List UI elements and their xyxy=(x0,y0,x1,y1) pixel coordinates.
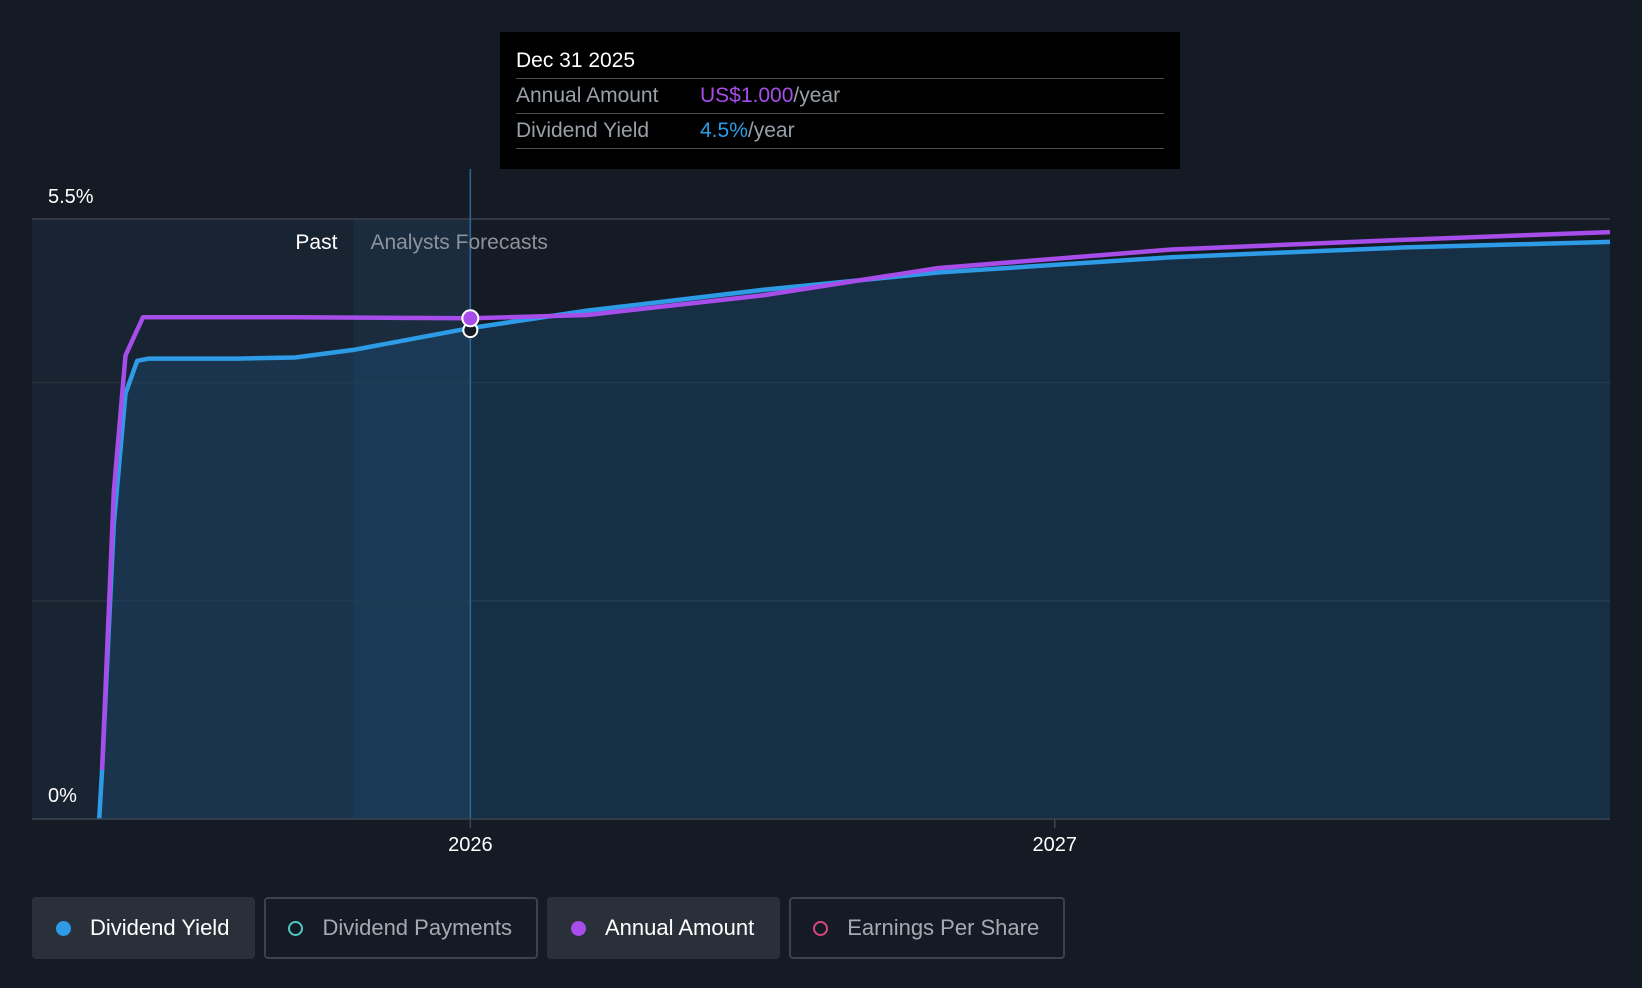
legend-dot-icon xyxy=(570,920,586,936)
annual-amount-marker[interactable] xyxy=(461,309,480,328)
legend-dividend-payments-button[interactable]: Dividend Payments xyxy=(264,897,538,959)
dividend-yield-line xyxy=(96,239,1611,820)
past-label: Past xyxy=(295,231,337,254)
legend-earnings-per-share-button[interactable]: Earnings Per Share xyxy=(789,897,1066,959)
legend-dividend-yield-button[interactable]: Dividend Yield xyxy=(32,897,256,959)
tooltip-unit: /year xyxy=(747,119,795,142)
tooltip-row-annual-amount: Annual Amount US$1.000 /year xyxy=(516,78,1164,113)
dividend-yield-area xyxy=(99,241,1611,819)
legend-label: Annual Amount xyxy=(604,915,755,940)
tooltip-label: Annual Amount xyxy=(516,84,659,107)
legend-label: Dividend Yield xyxy=(90,915,230,940)
y-axis-max-label: 5.5% xyxy=(48,186,94,208)
x-tick-label: 2027 xyxy=(1033,834,1078,856)
tooltip-value: 4.5% xyxy=(700,119,748,142)
x-tick-label: 2026 xyxy=(448,834,493,856)
legend-label: Dividend Payments xyxy=(322,915,512,940)
legend-annual-amount-button[interactable]: Annual Amount xyxy=(546,897,781,959)
y-axis-min-label: 0% xyxy=(48,785,77,807)
chart-legend: Dividend Yield Dividend Payments Annual … xyxy=(32,897,1074,959)
legend-dot-icon xyxy=(813,920,829,936)
legend-dot-icon xyxy=(56,920,71,936)
analysts-forecasts-label: Analysts Forecasts xyxy=(370,231,547,254)
tooltip-value: US$1.000 xyxy=(700,84,794,107)
legend-label: Earnings Per Share xyxy=(847,915,1040,940)
chart-tooltip: Dec 31 2025 Annual Amount US$1.000 /year… xyxy=(500,32,1180,169)
tooltip-row-dividend-yield: Dividend Yield 4.5% /year xyxy=(516,113,1164,149)
dividend-chart: 2026 2027 5.5% 0% Past Analysts Forecasts xyxy=(32,169,1611,856)
tooltip-date: Dec 31 2025 xyxy=(516,49,636,72)
tooltip-label: Dividend Yield xyxy=(516,119,650,142)
tooltip-unit: /year xyxy=(793,84,841,107)
legend-dot-icon xyxy=(288,920,304,936)
